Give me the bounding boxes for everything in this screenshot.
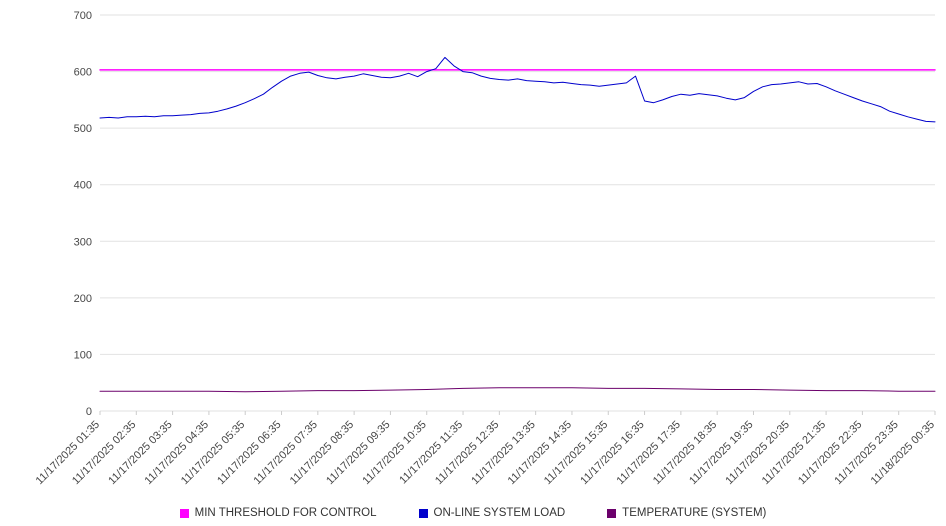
- x-axis-tick-label: 11/17/2025 01:35: [34, 419, 102, 487]
- x-axis-tick-label: 11/17/2025 14:35: [506, 419, 574, 487]
- legend-label-system-load: ON-LINE SYSTEM LOAD: [433, 507, 566, 519]
- y-axis-tick-label: 300: [74, 236, 92, 248]
- x-axis-tick-label: 11/18/2025 00:35: [869, 419, 937, 487]
- x-axis-tick-label: 11/17/2025 08:35: [288, 419, 356, 487]
- x-axis-tick-label: 11/17/2025 13:35: [469, 419, 537, 487]
- x-axis-tick-label: 11/17/2025 04:35: [143, 419, 211, 487]
- y-axis-tick-label: 100: [74, 349, 92, 361]
- legend-item-min-threshold[interactable]: MIN THRESHOLD FOR CONTROL: [179, 507, 377, 519]
- x-axis-tick-label: 11/17/2025 21:35: [760, 419, 828, 487]
- x-axis-tick-label: 11/17/2025 15:35: [542, 419, 610, 487]
- legend-item-system-load[interactable]: ON-LINE SYSTEM LOAD: [418, 507, 566, 519]
- series-line-system-load: [99, 56, 936, 123]
- x-axis-tick-label: 11/17/2025 22:35: [796, 419, 864, 487]
- legend-item-temperature[interactable]: TEMPERATURE (SYSTEM): [607, 507, 766, 519]
- x-axis-tick-label: 11/17/2025 17:35: [615, 419, 683, 487]
- x-axis-tick-label: 11/17/2025 02:35: [70, 419, 138, 487]
- legend-swatch-min-threshold: [179, 508, 189, 518]
- chart-legend: MIN THRESHOLD FOR CONTROL ON-LINE SYSTEM…: [0, 507, 946, 519]
- legend-label-temperature: TEMPERATURE (SYSTEM): [622, 507, 767, 519]
- x-axis-tick-label: 11/17/2025 03:35: [106, 419, 174, 487]
- y-axis-tick-label: 200: [74, 293, 92, 305]
- series-line-temperature: [99, 387, 936, 393]
- x-axis-tick-label: 11/17/2025 05:35: [179, 419, 247, 487]
- y-axis-tick-label: 400: [74, 180, 92, 192]
- y-axis-tick-label: 600: [74, 67, 92, 79]
- x-axis-tick-label: 11/17/2025 12:35: [433, 419, 501, 487]
- legend-swatch-system-load: [418, 508, 428, 518]
- x-axis-tick-label: 11/17/2025 20:35: [723, 419, 791, 487]
- x-axis-tick-label: 11/17/2025 18:35: [651, 419, 719, 487]
- x-axis-tick-label: 11/17/2025 09:35: [324, 419, 392, 487]
- legend-swatch-temperature: [607, 508, 617, 518]
- x-axis-tick-label: 11/17/2025 19:35: [687, 419, 755, 487]
- x-axis-tick-label: 11/17/2025 23:35: [832, 419, 900, 487]
- legend-label-min-threshold: MIN THRESHOLD FOR CONTROL: [194, 507, 377, 519]
- y-axis-tick-label: 700: [74, 10, 92, 22]
- x-axis-tick-label: 11/17/2025 10:35: [360, 419, 428, 487]
- y-axis-tick-label: 0: [86, 406, 92, 418]
- x-axis-tick-label: 11/17/2025 11:35: [397, 419, 465, 487]
- y-axis-tick-label: 500: [74, 123, 92, 135]
- x-axis-tick-label: 11/17/2025 16:35: [578, 419, 646, 487]
- x-axis-tick-label: 11/17/2025 07:35: [251, 419, 319, 487]
- x-axis-tick-label: 11/17/2025 06:35: [215, 419, 283, 487]
